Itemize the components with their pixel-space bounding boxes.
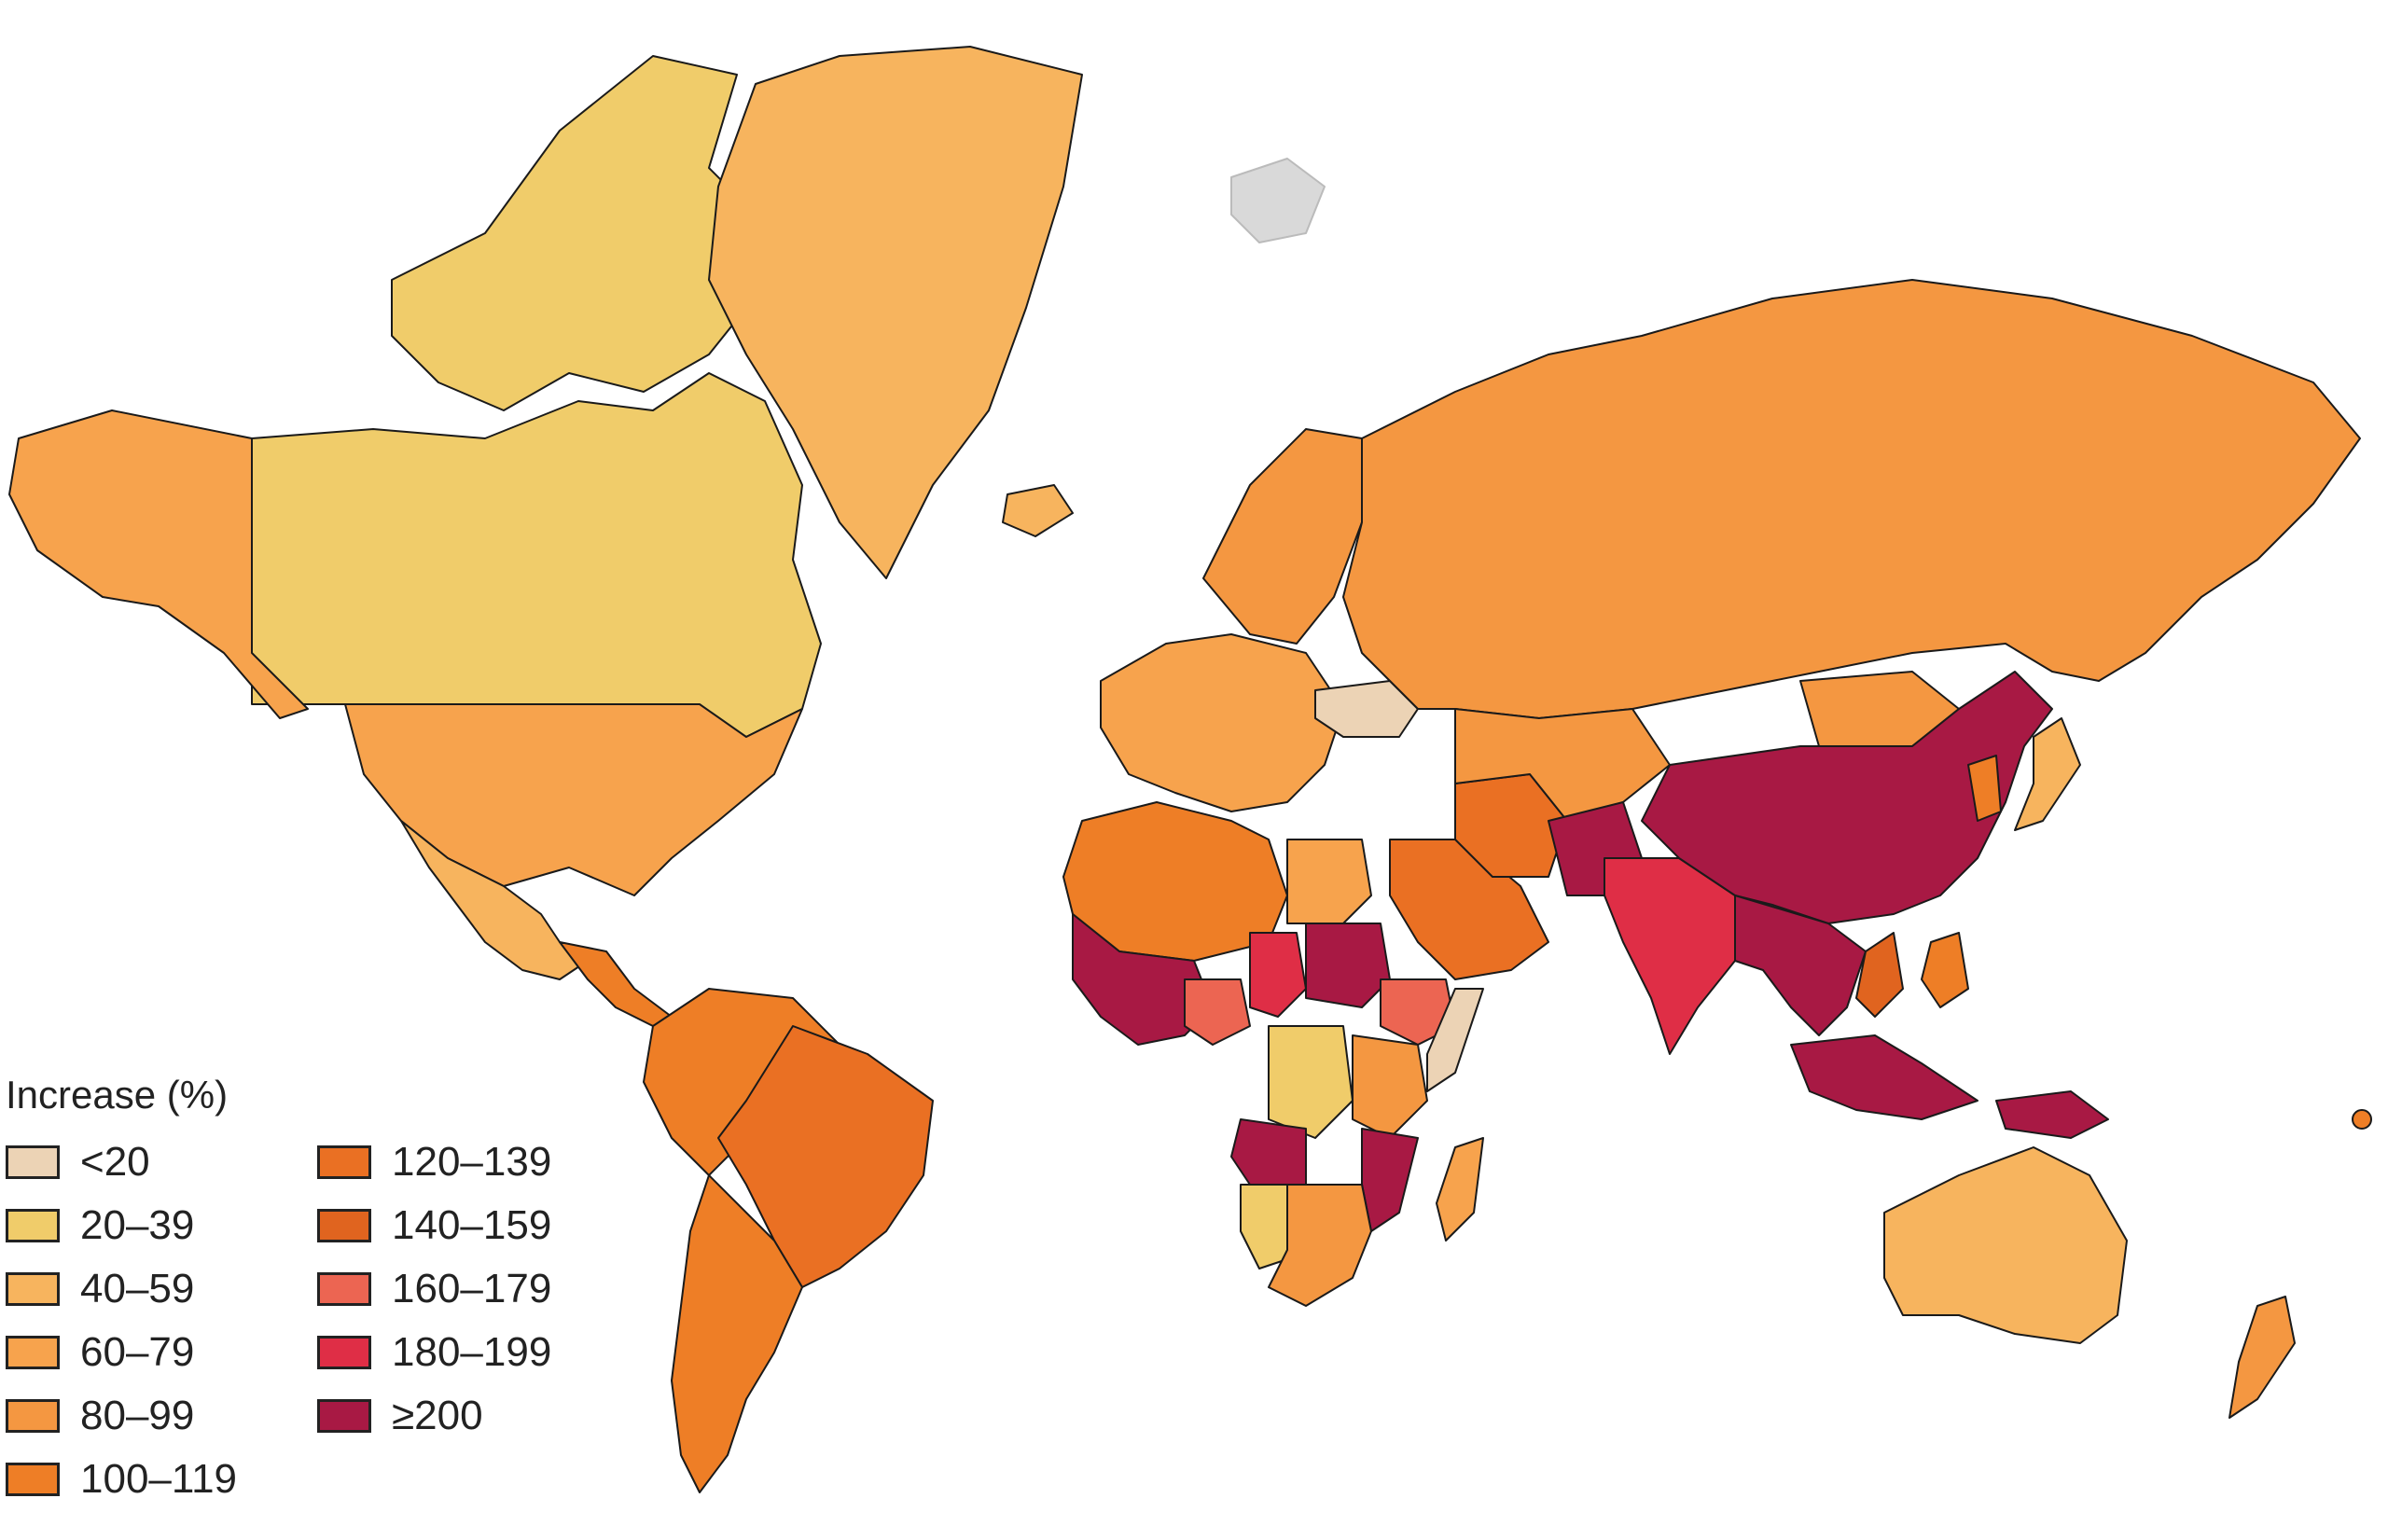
region-sudan bbox=[1305, 923, 1391, 1008]
legend-label: 120–139 bbox=[392, 1139, 552, 1185]
legend-item: 120–139 bbox=[317, 1139, 551, 1185]
region-mozambique bbox=[1361, 1128, 1419, 1232]
region-canada-arctic-islands bbox=[391, 55, 766, 411]
legend-swatch bbox=[317, 1336, 371, 1369]
region-philippines bbox=[1921, 932, 1969, 1008]
region-pacific-island bbox=[2352, 1109, 2372, 1130]
legend-swatch bbox=[317, 1209, 371, 1242]
region-scandinavia bbox=[1202, 428, 1363, 645]
region-australia bbox=[1883, 1146, 2128, 1344]
region-central-america bbox=[559, 941, 673, 1027]
region-drc bbox=[1268, 1025, 1354, 1139]
region-papua bbox=[1995, 1090, 2109, 1139]
legend-swatch bbox=[6, 1336, 60, 1369]
region-vietnam bbox=[1855, 932, 1904, 1018]
region-south-america-south bbox=[671, 1174, 803, 1493]
region-chad bbox=[1249, 932, 1307, 1018]
legend-label: 160–179 bbox=[392, 1266, 552, 1311]
legend-label: <20 bbox=[80, 1139, 150, 1185]
region-angola bbox=[1230, 1118, 1307, 1186]
region-new-zealand bbox=[2228, 1296, 2296, 1419]
region-canada bbox=[251, 372, 822, 738]
legend-label: 80–99 bbox=[80, 1393, 195, 1438]
region-nigeria bbox=[1184, 978, 1251, 1046]
region-southeast-asia bbox=[1734, 895, 1867, 1036]
region-namibia bbox=[1240, 1184, 1288, 1269]
region-somalia bbox=[1426, 988, 1484, 1092]
region-iceland bbox=[1002, 484, 1074, 537]
region-greenland bbox=[708, 46, 1083, 579]
legend-item: 140–159 bbox=[317, 1202, 551, 1248]
legend-swatch bbox=[6, 1399, 60, 1433]
region-brazil bbox=[717, 1025, 934, 1288]
region-madagascar bbox=[1436, 1137, 1484, 1242]
legend-item: 20–39 bbox=[6, 1202, 194, 1248]
legend-swatch bbox=[317, 1145, 371, 1179]
region-alaska bbox=[8, 409, 309, 719]
legend-item: <20 bbox=[6, 1139, 150, 1185]
legend-swatch bbox=[317, 1399, 371, 1433]
legend-item: 60–79 bbox=[6, 1329, 194, 1375]
legend-swatch bbox=[6, 1209, 60, 1242]
legend-swatch bbox=[6, 1145, 60, 1179]
region-russia bbox=[1342, 279, 2361, 719]
legend-item: 80–99 bbox=[6, 1393, 195, 1438]
legend-label: ≥200 bbox=[392, 1393, 483, 1438]
legend-item: 160–179 bbox=[317, 1266, 552, 1311]
legend-label: 60–79 bbox=[80, 1329, 195, 1375]
region-indonesia bbox=[1790, 1034, 1978, 1120]
legend-swatch bbox=[317, 1272, 371, 1306]
legend-item: 40–59 bbox=[6, 1266, 195, 1311]
region-usa bbox=[344, 703, 803, 896]
region-korea bbox=[1967, 755, 2002, 822]
legend-title: Increase (%) bbox=[6, 1073, 229, 1117]
region-east-africa bbox=[1352, 1034, 1428, 1139]
region-china bbox=[1641, 671, 2053, 924]
region-japan bbox=[2014, 717, 2081, 831]
legend-swatch bbox=[6, 1463, 60, 1496]
legend-label: 40–59 bbox=[80, 1266, 195, 1311]
legend-label: 100–119 bbox=[80, 1456, 238, 1502]
region-egypt bbox=[1286, 839, 1372, 924]
region-west-sahel bbox=[1072, 913, 1214, 1046]
legend-item: ≥200 bbox=[317, 1393, 483, 1438]
legend-label: 20–39 bbox=[80, 1202, 195, 1248]
region-india bbox=[1604, 857, 1736, 1055]
legend-item: 100–119 bbox=[6, 1456, 237, 1502]
legend-item: 180–199 bbox=[317, 1329, 551, 1375]
region-mexico bbox=[400, 820, 589, 980]
region-southern-africa bbox=[1268, 1184, 1372, 1307]
region-europe-west bbox=[1100, 633, 1344, 812]
legend-label: 140–159 bbox=[392, 1202, 552, 1248]
legend-swatch bbox=[6, 1272, 60, 1306]
legend-label: 180–199 bbox=[392, 1329, 552, 1375]
region-svalbard bbox=[1230, 158, 1326, 243]
